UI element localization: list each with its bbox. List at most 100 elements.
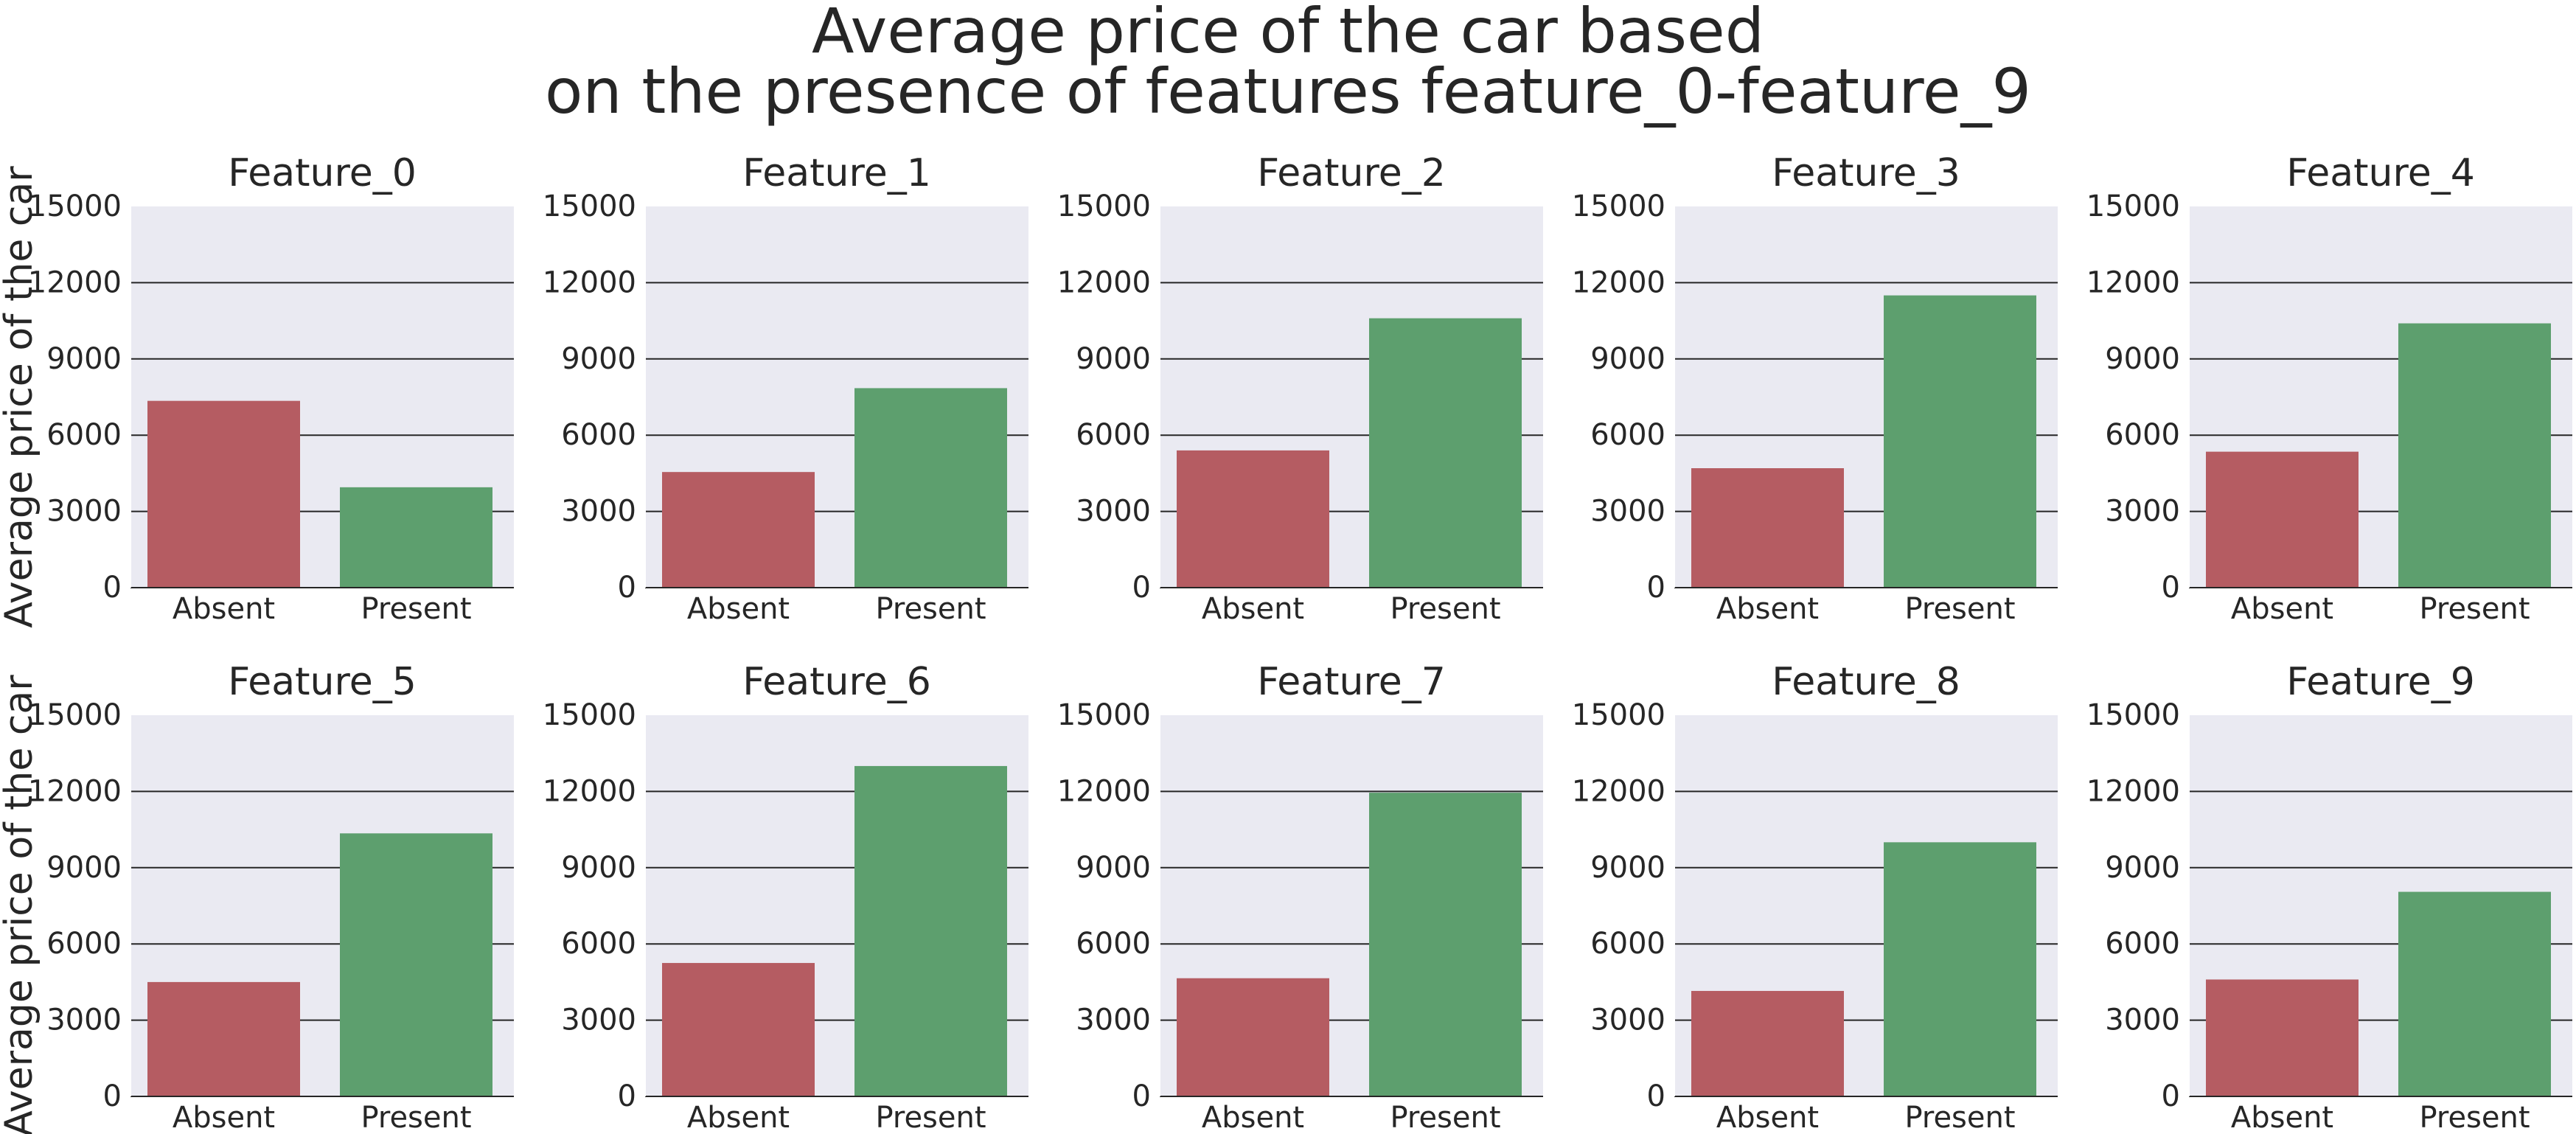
y-tick-label: 9000 (46, 851, 122, 885)
bar-present (1369, 318, 1522, 588)
y-tick-label: 6000 (561, 418, 636, 452)
y-tick-label: 9000 (1590, 851, 1665, 885)
y-tick-label: 9000 (1590, 342, 1665, 376)
bar-present (1884, 842, 2036, 1096)
y-tick-label: 15000 (1572, 698, 1665, 732)
y-tick-label: 3000 (561, 1003, 636, 1037)
y-tick-label: 12000 (1057, 265, 1151, 299)
subplot-title: Feature_8 (1772, 660, 1960, 704)
y-tick-label: 0 (103, 1079, 122, 1113)
bar-present (1884, 295, 2036, 588)
y-tick-label: 9000 (561, 851, 636, 885)
y-tick-label: 15000 (28, 189, 122, 223)
bar-absent (662, 963, 815, 1096)
x-tick-label: Absent (1716, 1101, 1819, 1134)
x-tick-label: Absent (1202, 1101, 1304, 1134)
x-tick-label: Absent (1716, 592, 1819, 626)
subplot-feature-8: 0 3000 6000 9000 12000 15000 Absent Present Feat… (1572, 660, 2058, 1134)
subplot-feature-5: 0 3000 6000 9000 12000 15000 Absent Present Feat… (0, 660, 514, 1134)
y-tick-label: 12000 (1057, 774, 1151, 808)
bar-present (2398, 891, 2551, 1096)
bar-present (854, 765, 1007, 1096)
x-tick-label: Present (1390, 592, 1500, 626)
subplot-title: Feature_6 (742, 660, 931, 704)
y-tick-label: 15000 (543, 189, 636, 223)
y-tick-label: 3000 (1590, 495, 1665, 529)
y-tick-label: 6000 (561, 927, 636, 961)
x-tick-label: Present (1904, 1101, 2015, 1134)
x-tick-label: Absent (173, 592, 275, 626)
y-tick-label: 0 (618, 571, 636, 605)
y-tick-label: 9000 (561, 342, 636, 376)
subplot-feature-6: 0 3000 6000 9000 12000 15000 Absent Present Feat… (543, 660, 1028, 1134)
y-tick-label: 3000 (46, 1003, 122, 1037)
y-tick-label: 9000 (2105, 851, 2180, 885)
bar-absent (2206, 451, 2359, 588)
subplot-title: Feature_7 (1257, 660, 1446, 704)
y-tick-label: 6000 (1590, 418, 1665, 452)
subplot-title: Feature_4 (2286, 151, 2475, 195)
bar-absent (1177, 978, 1329, 1096)
bar-absent (1177, 450, 1329, 588)
subplot-title: Feature_9 (2286, 660, 2475, 704)
subplot-feature-0: 0 3000 6000 9000 12000 15000 Absent Present Feat… (0, 151, 514, 628)
subplot-title: Feature_0 (228, 151, 417, 195)
bar-absent (1691, 990, 1844, 1096)
y-tick-label: 15000 (543, 698, 636, 732)
x-tick-label: Present (1390, 1101, 1500, 1134)
x-tick-label: Absent (2231, 592, 2333, 626)
figure-title-line-2: on the presence of features feature_0-fe… (545, 55, 2031, 128)
y-tick-label: 3000 (2105, 1003, 2180, 1037)
x-tick-label: Present (361, 592, 471, 626)
y-tick-label: 0 (103, 571, 122, 605)
bar-present (1369, 793, 1522, 1096)
y-tick-label: 9000 (1076, 851, 1151, 885)
y-tick-label: 0 (1132, 1079, 1151, 1113)
y-tick-label: 6000 (1590, 927, 1665, 961)
x-tick-label: Present (1904, 592, 2015, 626)
y-tick-label: 15000 (2086, 189, 2180, 223)
y-tick-label: 15000 (2086, 698, 2180, 732)
y-tick-label: 0 (1647, 1079, 1665, 1113)
y-tick-label: 3000 (1590, 1003, 1665, 1037)
y-tick-label: 15000 (28, 698, 122, 732)
subplot-feature-1: 0 3000 6000 9000 12000 15000 Absent Present Feat… (543, 151, 1028, 626)
y-tick-label: 0 (1647, 571, 1665, 605)
y-tick-label: 3000 (1076, 495, 1151, 529)
y-tick-label: 0 (2162, 571, 2180, 605)
figure-title-line-1: Average price of the car based (811, 0, 1765, 67)
x-tick-label: Absent (1202, 592, 1304, 626)
y-tick-label: 6000 (1076, 927, 1151, 961)
subplot-feature-2: 0 3000 6000 9000 12000 15000 Absent Present Feat… (1057, 151, 1543, 626)
y-tick-label: 6000 (2105, 927, 2180, 961)
bar-absent (147, 400, 300, 588)
bar-present (340, 487, 492, 588)
y-axis-label: Average price of the car (0, 166, 41, 628)
y-tick-label: 15000 (1057, 189, 1151, 223)
y-tick-label: 12000 (2086, 774, 2180, 808)
subplot-feature-7: 0 3000 6000 9000 12000 15000 Absent Present Feat… (1057, 660, 1543, 1134)
y-tick-label: 6000 (2105, 418, 2180, 452)
x-tick-label: Present (875, 592, 986, 626)
y-tick-label: 12000 (2086, 265, 2180, 299)
y-tick-label: 15000 (1057, 698, 1151, 732)
bar-absent (662, 472, 815, 588)
subplot-title: Feature_2 (1257, 151, 1446, 195)
y-tick-label: 12000 (28, 774, 122, 808)
bar-present (2398, 323, 2551, 588)
bar-absent (147, 981, 300, 1096)
y-tick-label: 0 (2162, 1079, 2180, 1113)
y-tick-label: 12000 (543, 265, 636, 299)
bar-present (340, 833, 492, 1096)
y-tick-label: 3000 (46, 495, 122, 529)
subplot-feature-4: 0 3000 6000 9000 12000 15000 Absent Present Feat… (2086, 151, 2572, 626)
y-tick-label: 12000 (1572, 265, 1665, 299)
y-axis-label: Average price of the car (0, 675, 41, 1134)
bar-absent (1691, 468, 1844, 588)
y-tick-label: 12000 (1572, 774, 1665, 808)
y-tick-label: 12000 (543, 774, 636, 808)
y-tick-label: 0 (1132, 571, 1151, 605)
x-tick-label: Present (2419, 592, 2530, 626)
x-tick-label: Present (361, 1101, 471, 1134)
